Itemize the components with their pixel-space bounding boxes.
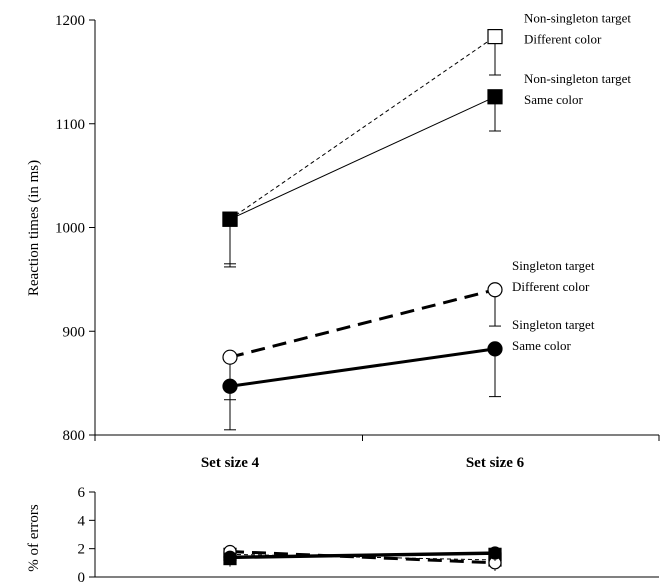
- rt-legend-label: Singleton target Same color: [512, 317, 595, 353]
- reaction-time-panel: 800 900 1000 1100 1200 Reaction times (in ms…: [26, 11, 660, 471]
- rt-y-tick-label: 800: [63, 428, 86, 444]
- rt-y-axis-label: Reaction times (in ms): [26, 160, 42, 296]
- rt-series: [222, 341, 503, 431]
- rt-data-point: [487, 29, 503, 45]
- rt-legend-label: Non-singleton target Different color: [524, 11, 631, 47]
- errors-y-tick-label: 2: [78, 542, 86, 558]
- rt-y-tick-label: 1100: [56, 117, 85, 133]
- rt-series-line: [229, 96, 496, 220]
- rt-series: [222, 89, 503, 265]
- rt-y-tick-label: 900: [63, 324, 86, 340]
- errors-series-line: [229, 550, 496, 565]
- rt-series-line: [229, 36, 496, 220]
- errors-data-point: [488, 546, 502, 560]
- rt-y-tick-label: 1200: [55, 13, 85, 29]
- rt-series-line: [229, 347, 496, 388]
- rt-data-point: [487, 282, 503, 298]
- rt-legend-label: Singleton target Different color: [512, 258, 595, 294]
- rt-y-tick-label: 1000: [55, 221, 85, 237]
- rt-legend-label: Non-singleton target Same color: [524, 71, 631, 107]
- errors-y-tick-label: 0: [78, 570, 86, 583]
- rt-data-point: [222, 378, 238, 394]
- rt-series-line: [229, 288, 496, 359]
- rt-data-point: [487, 341, 503, 357]
- errors-panel: 0 2 4 6 % of errors: [26, 485, 659, 583]
- errors-data-point: [223, 550, 237, 564]
- rt-data-point: [222, 349, 238, 365]
- errors-y-axis-label: % of errors: [26, 504, 42, 572]
- rt-data-point: [487, 89, 503, 105]
- errors-y-tick-label: 4: [78, 513, 86, 529]
- rt-series: [222, 29, 503, 268]
- rt-category-label: Set size 4: [201, 455, 260, 471]
- errors-series-line: [229, 551, 496, 559]
- errors-series: [223, 546, 502, 566]
- rt-category-label: Set size 6: [466, 455, 525, 471]
- errors-y-tick-label: 6: [78, 485, 86, 501]
- rt-data-point: [222, 211, 238, 227]
